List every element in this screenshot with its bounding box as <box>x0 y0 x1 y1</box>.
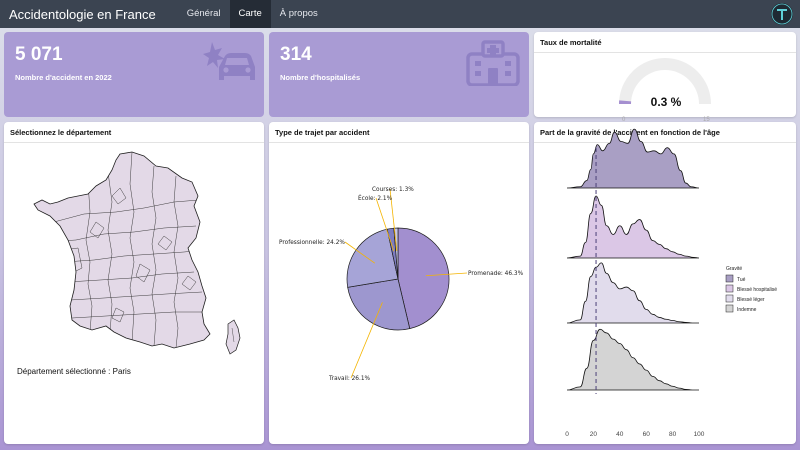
x-tick-label: 40 <box>616 431 624 438</box>
ridge-blesse-leger <box>566 262 699 324</box>
x-tick-label: 100 <box>694 431 705 438</box>
france-map[interactable] <box>4 122 264 444</box>
corsica-border <box>231 327 235 343</box>
corsica[interactable] <box>225 319 241 355</box>
severity-age-title: Part de la gravité de l'accident en fonc… <box>534 122 796 143</box>
top-navbar: Accidentologie en France Général Carte À… <box>0 0 800 28</box>
gauge-max-label: 15 <box>703 117 710 123</box>
app-title: Accidentologie en France <box>9 6 156 22</box>
mortality-card: Taux de mortalité 0.3 % 0 15 <box>534 32 796 123</box>
gauge-track <box>619 58 711 104</box>
france-mainland[interactable] <box>34 152 210 348</box>
mortality-value: 0.3 % <box>650 95 682 109</box>
mortality-title: Taux de mortalité <box>534 32 796 53</box>
map-title: Sélectionnez le département <box>4 122 264 143</box>
map-card: Sélectionnez le département <box>4 122 264 444</box>
kpi-hospitalises-box: 314 Nombre d'hospitalisés <box>269 32 529 117</box>
gauge-value-arc <box>619 100 632 104</box>
pie-leader-line <box>344 241 376 264</box>
x-tick-label: 80 <box>669 431 677 438</box>
mortality-gauge <box>619 58 711 104</box>
legend-swatch <box>725 284 734 293</box>
x-tick-label: 0 <box>565 431 569 438</box>
hospitalises-value: 314 <box>280 44 312 65</box>
tab-a-propos[interactable]: À propos <box>279 8 318 19</box>
severity-age-card: Part de la gravité de l'accident en fonc… <box>534 122 796 444</box>
ridge-indemne <box>566 328 699 391</box>
accidents-label: Nombre d'accident en 2022 <box>15 73 112 82</box>
kpi-accidents-box: 5 071 Nombre d'accident en 2022 <box>4 32 264 117</box>
pie-leader-line <box>350 302 383 379</box>
department-borders <box>43 152 208 348</box>
pie-slice-professionnelle[interactable] <box>346 228 399 288</box>
x-tick-label: 20 <box>590 431 598 438</box>
t-logo-icon <box>771 3 793 25</box>
legend-label: Blessé léger <box>737 297 765 303</box>
pie-label: Professionnelle: 24.2% <box>279 240 345 246</box>
pie-leader-line <box>389 188 398 252</box>
trip-type-title: Type de trajet par accident <box>269 122 529 143</box>
ridge-tue <box>566 128 700 189</box>
legend-label: Blessé hospitalisé <box>737 287 777 293</box>
trip-type-pie-chart: Promenade: 46.3% Travail: 26.1% Profession… <box>279 187 524 382</box>
hospital-icon <box>466 40 520 86</box>
pie-leader-line <box>375 197 395 252</box>
pie-slice-travail[interactable] <box>347 278 411 331</box>
severity-ridgeline-chart: 0 20 40 60 80 100 Gravité Tué Blessé hospitalis… <box>565 128 777 438</box>
tab-general[interactable]: Général <box>186 8 221 19</box>
legend-label: Tué <box>737 277 746 283</box>
pie-slice-courses[interactable] <box>393 227 399 280</box>
car-crash-icon <box>203 42 255 80</box>
accidents-value: 5 071 <box>15 44 63 65</box>
legend-swatch <box>725 274 734 283</box>
legend-swatch <box>725 304 734 313</box>
legend-label: Indemne <box>737 307 757 313</box>
hospitalises-label: Nombre d'hospitalisés <box>280 73 361 82</box>
ridge-blesse-hospitalise <box>566 195 700 259</box>
france-outline <box>33 151 211 349</box>
pie-slice-promenade[interactable] <box>397 227 450 330</box>
tab-carte[interactable]: Carte <box>229 0 271 28</box>
legend-swatch <box>725 294 734 303</box>
trip-type-card: Type de trajet par accident Promenade: 4… <box>269 122 529 444</box>
legend-title: Gravité <box>726 266 742 272</box>
pie-label: Promenade: 46.3% <box>468 271 524 277</box>
gauge-min-label: 0 <box>622 117 626 123</box>
pie-leader-line <box>425 272 468 277</box>
pie-label: École: 2.1% <box>358 194 393 202</box>
selected-department-text: Département sélectionné : Paris <box>17 367 131 376</box>
x-tick-label: 60 <box>643 431 651 438</box>
pie-label: Travail: 26.1% <box>328 376 371 382</box>
pie-label: Courses: 1.3% <box>372 187 414 193</box>
